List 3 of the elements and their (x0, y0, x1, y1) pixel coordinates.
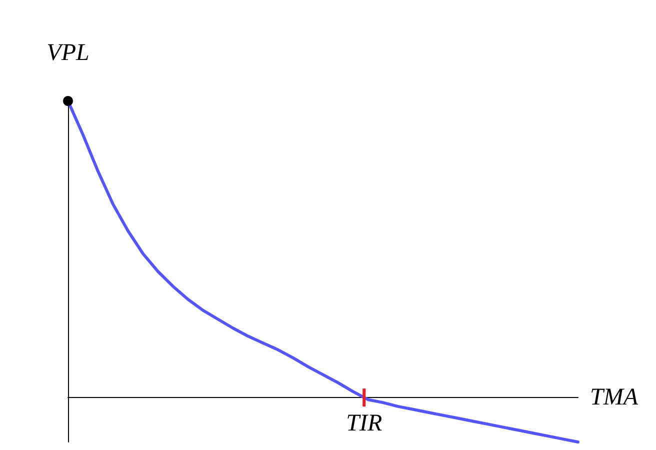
y-axis-title: VPL (46, 40, 90, 66)
annotation: TIR (346, 410, 382, 437)
x-axis-title: TMA (590, 384, 638, 411)
